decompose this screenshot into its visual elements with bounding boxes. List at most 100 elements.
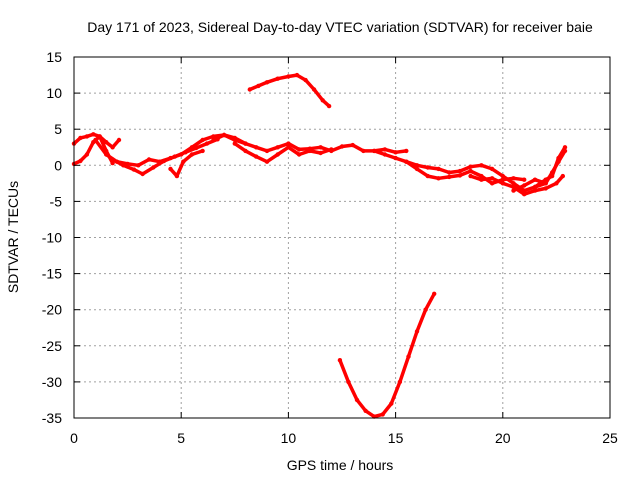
- data-point: [265, 80, 269, 84]
- x-tick-label: 10: [281, 430, 297, 446]
- y-tick-label: -15: [42, 266, 62, 282]
- y-tick-label: 5: [54, 121, 62, 137]
- data-point: [511, 188, 515, 192]
- data-point: [181, 160, 185, 164]
- data-point: [554, 181, 558, 185]
- data-point: [168, 167, 172, 171]
- data-point: [318, 145, 322, 149]
- data-point: [254, 154, 258, 158]
- data-point: [479, 178, 483, 182]
- y-axis-label: SDTVAR / TECUs: [5, 181, 21, 293]
- data-point: [276, 145, 280, 149]
- data-point: [338, 358, 342, 362]
- data-point: [458, 169, 462, 173]
- data-point: [479, 163, 483, 167]
- data-point: [248, 87, 252, 91]
- series-line-arc-4: [113, 139, 218, 174]
- data-point: [321, 98, 325, 102]
- data-point: [404, 160, 408, 164]
- data-point: [147, 157, 151, 161]
- y-tick-label: -30: [42, 374, 62, 390]
- data-point: [423, 308, 427, 312]
- data-point: [312, 87, 316, 91]
- data-point: [372, 149, 376, 153]
- data-point: [78, 136, 82, 140]
- data-point: [98, 134, 102, 138]
- data-point: [404, 149, 408, 153]
- data-point: [393, 150, 397, 154]
- data-point: [104, 152, 108, 156]
- data-point: [183, 150, 187, 154]
- data-point: [233, 141, 237, 145]
- x-tick-label: 25: [602, 430, 618, 446]
- y-tick-label: -5: [50, 193, 63, 209]
- series-line-arc-14: [340, 294, 434, 417]
- data-point: [162, 159, 166, 163]
- data-point: [276, 152, 280, 156]
- data-point: [91, 132, 95, 136]
- x-tick-label: 0: [70, 430, 78, 446]
- data-point: [136, 163, 140, 167]
- data-point: [393, 156, 397, 160]
- data-point: [276, 77, 280, 81]
- data-point: [194, 146, 198, 150]
- data-point: [363, 409, 367, 413]
- data-point: [501, 181, 505, 185]
- data-point: [426, 165, 430, 169]
- data-point: [297, 152, 301, 156]
- data-point: [468, 174, 472, 178]
- data-point: [522, 192, 526, 196]
- data-point: [563, 145, 567, 149]
- data-point: [490, 176, 494, 180]
- data-point: [110, 157, 114, 161]
- data-point: [351, 143, 355, 147]
- y-tick-label: -10: [42, 230, 62, 246]
- data-point: [550, 174, 554, 178]
- data-point: [406, 354, 410, 358]
- data-point: [222, 133, 226, 137]
- tick-labels: 0510152025151050-5-10-15-20-25-30-35: [42, 49, 618, 446]
- data-point: [340, 144, 344, 148]
- data-point: [329, 147, 333, 151]
- data-point: [132, 167, 136, 171]
- data-point: [205, 141, 209, 145]
- data-point: [78, 159, 82, 163]
- data-point: [447, 175, 451, 179]
- data-point: [436, 167, 440, 171]
- data-point: [458, 173, 462, 177]
- sdtvar-chart: Day 171 of 2023, Sidereal Day-to-day VTE…: [0, 0, 640, 480]
- series-line-arc-13: [250, 75, 329, 106]
- data-point: [533, 178, 537, 182]
- data-point: [318, 151, 322, 155]
- data-point: [93, 138, 97, 142]
- data-point: [522, 178, 526, 182]
- data-point: [200, 138, 204, 142]
- data-point: [211, 138, 215, 142]
- data-point: [117, 138, 121, 142]
- data-point: [85, 152, 89, 156]
- data-point: [173, 154, 177, 158]
- data-point: [436, 176, 440, 180]
- data-point: [297, 147, 301, 151]
- data-point: [383, 152, 387, 156]
- data-point: [243, 149, 247, 153]
- data-point: [286, 74, 290, 78]
- data-point: [295, 73, 299, 77]
- data-point: [361, 149, 365, 153]
- data-point: [522, 183, 526, 187]
- data-point: [151, 165, 155, 169]
- data-point: [490, 167, 494, 171]
- data-point: [468, 165, 472, 169]
- data-point: [544, 186, 548, 190]
- data-point: [85, 134, 89, 138]
- data-point: [561, 174, 565, 178]
- data-point: [121, 163, 125, 167]
- chart-title: Day 171 of 2023, Sidereal Day-to-day VTE…: [87, 19, 593, 35]
- y-tick-label: 15: [46, 49, 62, 65]
- data-point: [286, 145, 290, 149]
- data-point: [190, 152, 194, 156]
- data-point: [254, 145, 258, 149]
- data-point: [243, 141, 247, 145]
- data-point: [511, 176, 515, 180]
- data-point: [432, 292, 436, 296]
